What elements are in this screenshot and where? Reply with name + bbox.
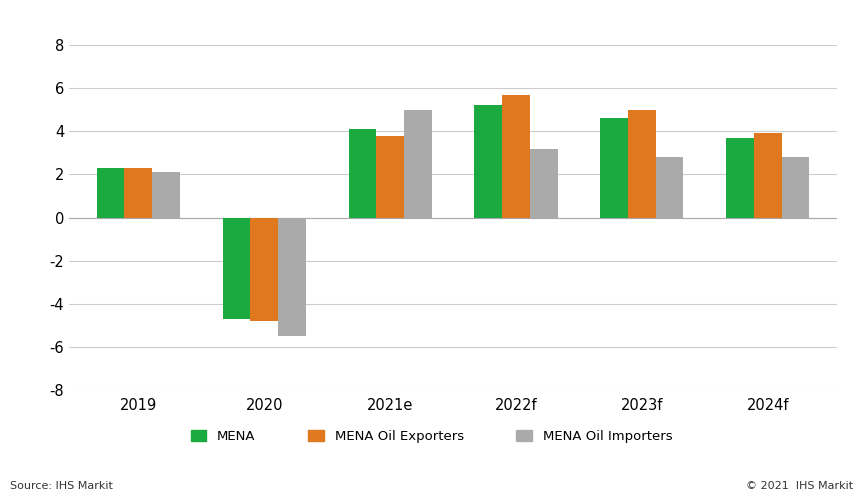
Bar — [97, 168, 124, 218]
Bar — [152, 172, 180, 218]
Bar — [530, 148, 557, 218]
Bar — [475, 106, 502, 218]
Bar — [782, 157, 809, 218]
Bar — [754, 134, 782, 218]
Bar — [223, 218, 250, 319]
Bar — [349, 129, 376, 218]
Bar — [656, 157, 683, 218]
Text: Source: IHS Markit: Source: IHS Markit — [10, 481, 113, 491]
Bar — [278, 218, 306, 336]
Bar — [502, 94, 530, 218]
Bar — [628, 110, 656, 218]
Text: MENA: Real GDP growth (%): MENA: Real GDP growth (%) — [10, 13, 295, 31]
Bar — [601, 118, 628, 218]
Bar — [124, 168, 152, 218]
Bar — [727, 138, 754, 218]
Legend: MENA, MENA Oil Exporters, MENA Oil Importers: MENA, MENA Oil Exporters, MENA Oil Impor… — [186, 425, 677, 448]
Bar — [250, 218, 278, 321]
Text: © 2021  IHS Markit: © 2021 IHS Markit — [746, 481, 853, 491]
Bar — [376, 136, 404, 218]
Bar — [404, 110, 432, 218]
